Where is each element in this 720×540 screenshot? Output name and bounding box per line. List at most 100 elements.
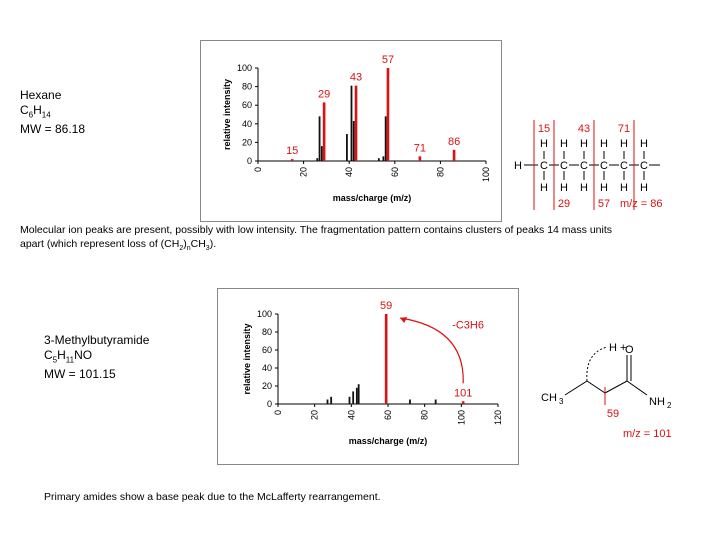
amide-formula: C5H11NO [44, 348, 93, 365]
y-axis-label: relative intensity [242, 323, 252, 394]
hydrogen-atom: H [600, 138, 608, 150]
spectrum-peak [382, 156, 385, 161]
spectrum-peak [386, 68, 390, 161]
hydrogen-atom: H [580, 138, 588, 150]
hexane-name: Hexane [20, 88, 62, 102]
x-tick-label: 80 [420, 410, 430, 420]
amine-group: NH [649, 396, 665, 408]
x-axis-label: mass/charge (m/z) [333, 193, 412, 203]
spectrum-peak [384, 314, 388, 404]
spectrum-peak [384, 116, 387, 161]
amide-mass-spectrum: 0 20 40 60 80 100 0 20 40 60 80 100 120 59 101 relative… [242, 300, 503, 446]
x-tick-label: 120 [493, 410, 503, 425]
x-tick-label: 20 [310, 410, 320, 420]
hexane-spectrum-panel: 0 20 40 60 80 100 0 20 40 60 80 100 15 29 43 57 71 86 rela… [200, 40, 502, 222]
fragment-label: 15 [538, 123, 550, 135]
molecular-ion-label: m/z = 101 [623, 428, 672, 440]
x-tick-label: 80 [435, 167, 445, 177]
hydrogen-plus: H + [609, 342, 626, 354]
methyl-subscript: 3 [559, 397, 564, 406]
bond [626, 380, 648, 396]
carbon-atom: C [640, 160, 648, 172]
oxygen-atom: O [625, 344, 634, 356]
fragment-label: 71 [618, 123, 630, 135]
hydrogen-atom: H [580, 182, 588, 194]
amide-structure-drawing: CH 3 H +O NH 2 59 m/z = 101 [541, 342, 672, 440]
spectrum-peak [355, 387, 358, 404]
y-tick-label: 20 [262, 381, 272, 391]
fragment-label: 57 [598, 198, 610, 210]
x-tick-label: 40 [346, 410, 356, 420]
spectrum-peak [318, 116, 321, 161]
peak-label: 29 [318, 88, 330, 100]
y-tick-label: 40 [242, 119, 252, 129]
x-tick-label: 60 [390, 167, 400, 177]
y-tick-label: 0 [247, 156, 252, 166]
hydrogen-atom: H [560, 138, 568, 150]
spectrum-peak [377, 158, 380, 161]
spectrum-peak [434, 399, 437, 404]
hydrogen-atom: H [620, 182, 628, 194]
y-axis-label: relative intensity [222, 79, 232, 150]
carbon-atom: C [600, 160, 608, 172]
carbon-atom: C [560, 160, 568, 172]
y-tick-label: 100 [237, 63, 252, 73]
hexane-note-line2: apart (which represent loss of (CH2)nCH3… [20, 238, 217, 253]
amide-mw: MW = 101.15 [44, 367, 116, 382]
x-tick-label: 0 [273, 410, 283, 415]
y-tick-label: 0 [267, 399, 272, 409]
x-tick-label: 40 [344, 167, 354, 177]
spectrum-peak [354, 85, 358, 161]
hexane-formula: C6H14 [20, 103, 51, 120]
y-tick-label: 60 [242, 100, 252, 110]
spectrum-peak [357, 384, 360, 404]
peak-label: 59 [380, 300, 392, 312]
x-tick-label: 60 [383, 410, 393, 420]
terminal-h: H [514, 160, 522, 172]
fragment-label: 29 [558, 198, 570, 210]
methyl-group: CH [541, 392, 557, 404]
loss-annotation: -C3H6 [452, 319, 484, 331]
x-tick-label: 100 [456, 410, 466, 425]
hydrogen-transfer [586, 346, 608, 382]
amide-spectrum-panel: 0 20 40 60 80 100 0 20 40 60 80 100 120 59 101 relative… [217, 288, 519, 465]
x-tick-label: 100 [481, 167, 491, 182]
amide-note: Primary amides show a base peak due to t… [44, 491, 381, 503]
peak-label: 71 [414, 142, 426, 154]
hydrogen-atom: H [620, 138, 628, 150]
hydrogen-atom: H [560, 182, 568, 194]
x-axis-label: mass/charge (m/z) [349, 436, 428, 446]
hexane-compound-info: Hexane C6H14 MW = 86.18 [20, 88, 85, 137]
hydrogen-atom: H [640, 138, 648, 150]
spectrum-peak [352, 121, 355, 161]
x-tick-label: 20 [299, 167, 309, 177]
hydrogen-atom: H [640, 182, 648, 194]
fragment-label: 59 [607, 408, 619, 420]
mclafferty-arrow [400, 317, 464, 384]
amide-name: 3-Methylbutyramide [44, 333, 150, 347]
x-tick-label: 0 [253, 167, 263, 172]
y-tick-label: 40 [262, 363, 272, 373]
amine-subscript: 2 [667, 401, 672, 410]
spectrum-peak [352, 391, 355, 404]
peak-label: 86 [448, 136, 460, 148]
bond [586, 380, 606, 394]
bond [604, 380, 628, 394]
y-tick-label: 60 [262, 345, 272, 355]
spectrum-peak [316, 158, 319, 161]
molecular-ion-label: m/z = 86 [620, 198, 663, 210]
hydrogen-atom: H [540, 182, 548, 194]
spectrum-peak [320, 146, 323, 161]
mclafferty-arrowhead [400, 317, 408, 323]
hexane-structure: H C H H C H H C H H C H H C H H C H H 15 43 71 29 57 m/z = 86 [510, 115, 710, 215]
spectrum-peak [350, 85, 353, 161]
spectrum-peak [322, 102, 326, 161]
hexane-note-line1: Molecular ion peaks are present, possibl… [20, 224, 612, 236]
spectrum-peak [461, 401, 465, 404]
spectrum-peak [330, 396, 333, 404]
hexane-mw: MW = 86.18 [20, 122, 86, 137]
peak-label: 43 [350, 72, 362, 84]
y-tick-label: 80 [262, 327, 272, 337]
spectrum-peak [346, 134, 348, 161]
